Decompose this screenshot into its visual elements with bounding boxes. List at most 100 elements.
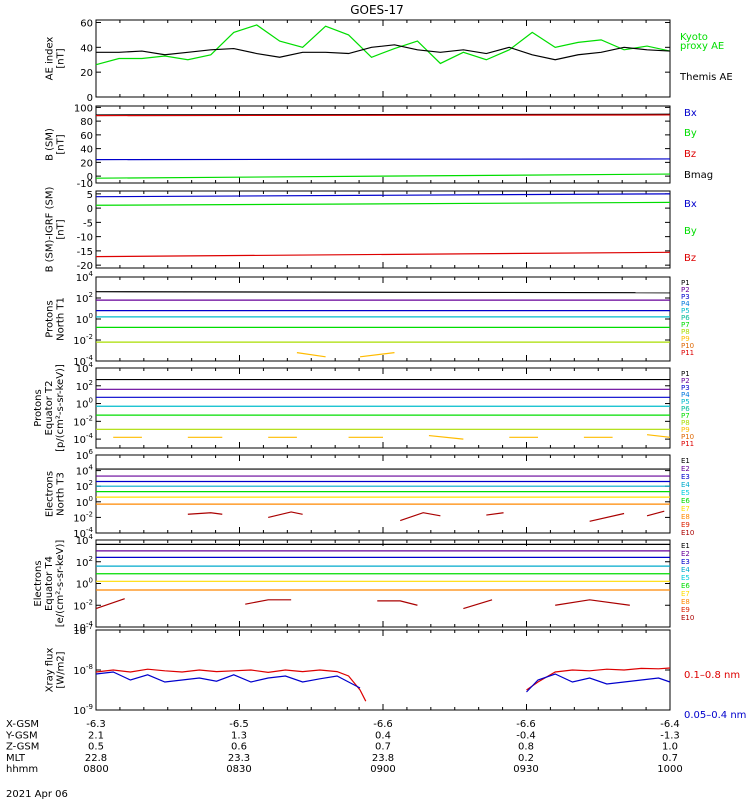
y-tick-label: 102: [76, 291, 93, 305]
footer-value: 23.8: [372, 753, 394, 764]
y-tick-base: 10: [73, 623, 86, 634]
y-tick-label: 5: [87, 190, 93, 201]
series-line: [95, 251, 671, 258]
legend-entry: P7: [681, 412, 690, 420]
y-axis-label: [nT]: [56, 134, 67, 154]
series-segment: [268, 511, 303, 518]
legend-entry: P8: [681, 419, 690, 427]
y-tick-label: 104: [76, 361, 94, 375]
y-tick-base: 10: [76, 536, 89, 547]
series-segment: [646, 434, 671, 438]
legend-entry: P10: [681, 342, 694, 350]
footer-value: 23.3: [228, 753, 250, 764]
legend-entry: Bx: [684, 108, 697, 119]
y-tick-label: 100: [76, 397, 93, 411]
y-tick-exponent: 2: [89, 479, 93, 487]
series-segment: [589, 512, 625, 522]
y-axis-label: Protons: [33, 389, 44, 426]
footer-value: -1.3: [660, 730, 680, 741]
y-tick-label: 100: [76, 312, 93, 326]
y-tick-label: 0: [87, 204, 93, 215]
y-axis-label: [nT]: [56, 48, 67, 68]
legend-entry: E10: [681, 614, 694, 622]
panel-frame: [95, 276, 671, 362]
y-tick-exponent: -2: [86, 414, 93, 422]
y-tick-exponent: 0: [89, 577, 93, 585]
legend-entry: P7: [681, 321, 690, 329]
y-tick-base: 10: [73, 513, 86, 524]
y-tick-base: 10: [73, 435, 86, 446]
y-tick-label: 10-7: [73, 623, 93, 637]
y-tick-label: 104: [76, 464, 94, 478]
y-tick-label: 102: [76, 479, 93, 493]
y-tick-exponent: -7: [86, 623, 93, 631]
legend-entry: P4: [681, 391, 690, 399]
series-line: [526, 673, 671, 693]
series-segment: [428, 434, 464, 440]
y-tick-label: 40: [80, 145, 93, 156]
series-line: [95, 173, 671, 179]
legend-entry: E6: [681, 582, 690, 590]
y-tick-base: 10: [76, 315, 89, 326]
y-tick-base: 10: [76, 294, 89, 305]
y-tick-label: 102: [76, 379, 93, 393]
footer-value: -6.6: [373, 719, 393, 730]
y-tick-label: 0: [87, 172, 93, 183]
y-tick-label: -10: [77, 179, 93, 190]
legend-entry: Bx: [684, 199, 697, 210]
y-axis-label: [nT]: [56, 219, 67, 239]
y-tick-exponent: 2: [89, 291, 93, 299]
footer-row-label: hhmm: [6, 764, 38, 775]
y-tick-base: 10: [73, 357, 86, 368]
legend-entry: E2: [681, 550, 690, 558]
legend-entry: P5: [681, 307, 690, 315]
legend-entry: By: [684, 226, 697, 237]
legend-entry: P10: [681, 433, 694, 441]
footer-value: 0.7: [375, 742, 391, 753]
y-tick-label: -10: [77, 233, 93, 244]
y-tick-exponent: -4: [86, 354, 94, 362]
y-tick-base: 10: [73, 626, 86, 637]
y-tick-label: 20: [80, 68, 93, 79]
y-tick-label: 102: [76, 555, 93, 569]
footer-value: -6.6: [516, 719, 536, 730]
y-tick-base: 10: [73, 666, 86, 677]
legend-entry: E9: [681, 606, 690, 614]
footer-date: 2021 Apr 06: [6, 789, 68, 800]
panel-frame: [95, 539, 671, 628]
y-tick-label: 10-2: [73, 414, 93, 428]
legend-entry: P3: [681, 384, 690, 392]
legend-entry: E6: [681, 497, 690, 505]
legend-entry: E4: [681, 566, 690, 574]
y-tick-label: 100: [74, 103, 93, 114]
panel-2: 0 20 40 60 80 100 -10 B (SM) [nT] Bx By Bz Bmag: [45, 103, 714, 190]
y-tick-label: 10-4: [73, 526, 93, 540]
y-tick-label: 10-8: [73, 663, 93, 677]
footer-value: 0900: [370, 764, 395, 775]
ephemeris-footer: X-GSM -6.3 -6.5 -6.6 -6.6 -6.4 Y-GSM 2.1 1.3 0.4 -…: [5, 719, 683, 775]
y-tick-base: 10: [76, 558, 89, 569]
y-tick-base: 10: [76, 467, 89, 478]
legend-entry: E3: [681, 473, 690, 481]
y-tick-base: 10: [76, 580, 89, 591]
y-tick-label: 10-2: [73, 598, 93, 612]
legend-entry: P1: [681, 279, 690, 287]
series-line: [95, 24, 671, 66]
series-segment: [646, 510, 665, 517]
legend-entry: P4: [681, 300, 690, 308]
y-tick-exponent: -2: [86, 510, 93, 518]
panel-frame: [95, 454, 671, 534]
y-tick-label: 104: [76, 533, 94, 547]
y-tick-label: 10-2: [73, 333, 93, 347]
legend-entry: E5: [681, 489, 690, 497]
series-segment: [245, 599, 292, 605]
y-tick-base: 10: [73, 706, 86, 717]
legend-entry: 0.05–0.4 nm: [684, 710, 746, 721]
y-tick-base: 10: [76, 451, 89, 462]
